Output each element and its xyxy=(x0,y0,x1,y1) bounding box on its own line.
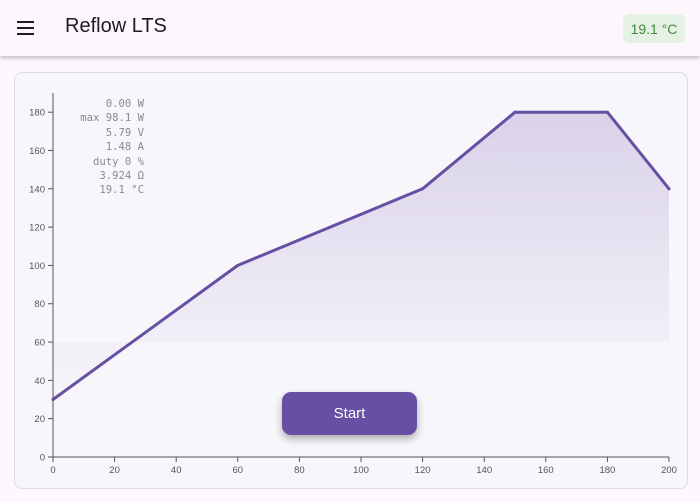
profile-point xyxy=(51,398,55,402)
start-button[interactable]: Start xyxy=(282,392,417,435)
reflow-profile-line xyxy=(51,110,671,401)
x-tick-label: 160 xyxy=(538,465,554,476)
y-tick-label: 20 xyxy=(34,414,45,425)
x-tick-label: 180 xyxy=(599,465,615,476)
y-tick-label: 160 xyxy=(29,146,45,157)
profile-point xyxy=(236,263,240,267)
x-tick-label: 20 xyxy=(109,465,120,476)
temperature-chip[interactable]: 19.1 °C xyxy=(623,14,685,43)
resistance-reading: 3.924 Ω xyxy=(99,170,144,183)
duty-reading: duty 0 % xyxy=(92,155,144,168)
x-tick-label: 40 xyxy=(171,465,182,476)
y-tick-label: 40 xyxy=(34,376,45,387)
y-tick-label: 80 xyxy=(34,299,45,310)
temperature-reading: 19.1 °C xyxy=(99,184,144,197)
x-tick-label: 120 xyxy=(415,465,431,476)
profile-point xyxy=(667,187,671,191)
y-tick-label: 60 xyxy=(34,338,45,349)
y-tick-label: 0 xyxy=(40,453,45,464)
current-reading: 1.48 A xyxy=(105,141,144,154)
power-stats-readout: 0.00 W max 98.1 W 5.79 V 1.48 A duty 0 %… xyxy=(60,97,144,198)
profile-point xyxy=(605,110,609,114)
profile-point xyxy=(513,110,517,114)
x-tick-label: 100 xyxy=(353,465,369,476)
profile-point xyxy=(421,187,425,191)
max-power-reading: max 98.1 W xyxy=(80,112,144,125)
voltage-reading: 5.79 V xyxy=(105,126,144,139)
y-tick-label: 140 xyxy=(29,184,45,195)
app-bar: Reflow LTS 19.1 °C xyxy=(0,0,700,56)
x-tick-label: 80 xyxy=(294,465,305,476)
app-title: Reflow LTS xyxy=(65,15,167,37)
profile-area xyxy=(53,112,669,400)
hamburger-menu-icon[interactable] xyxy=(10,12,42,44)
x-tick-label: 60 xyxy=(233,465,244,476)
x-tick-label: 140 xyxy=(476,465,492,476)
y-tick-label: 180 xyxy=(29,108,45,119)
power-reading: 0.00 W xyxy=(105,98,144,110)
x-tick-label: 200 xyxy=(661,465,677,476)
y-tick-label: 100 xyxy=(29,261,45,272)
x-tick-label: 0 xyxy=(50,465,55,476)
y-tick-label: 120 xyxy=(29,223,45,234)
